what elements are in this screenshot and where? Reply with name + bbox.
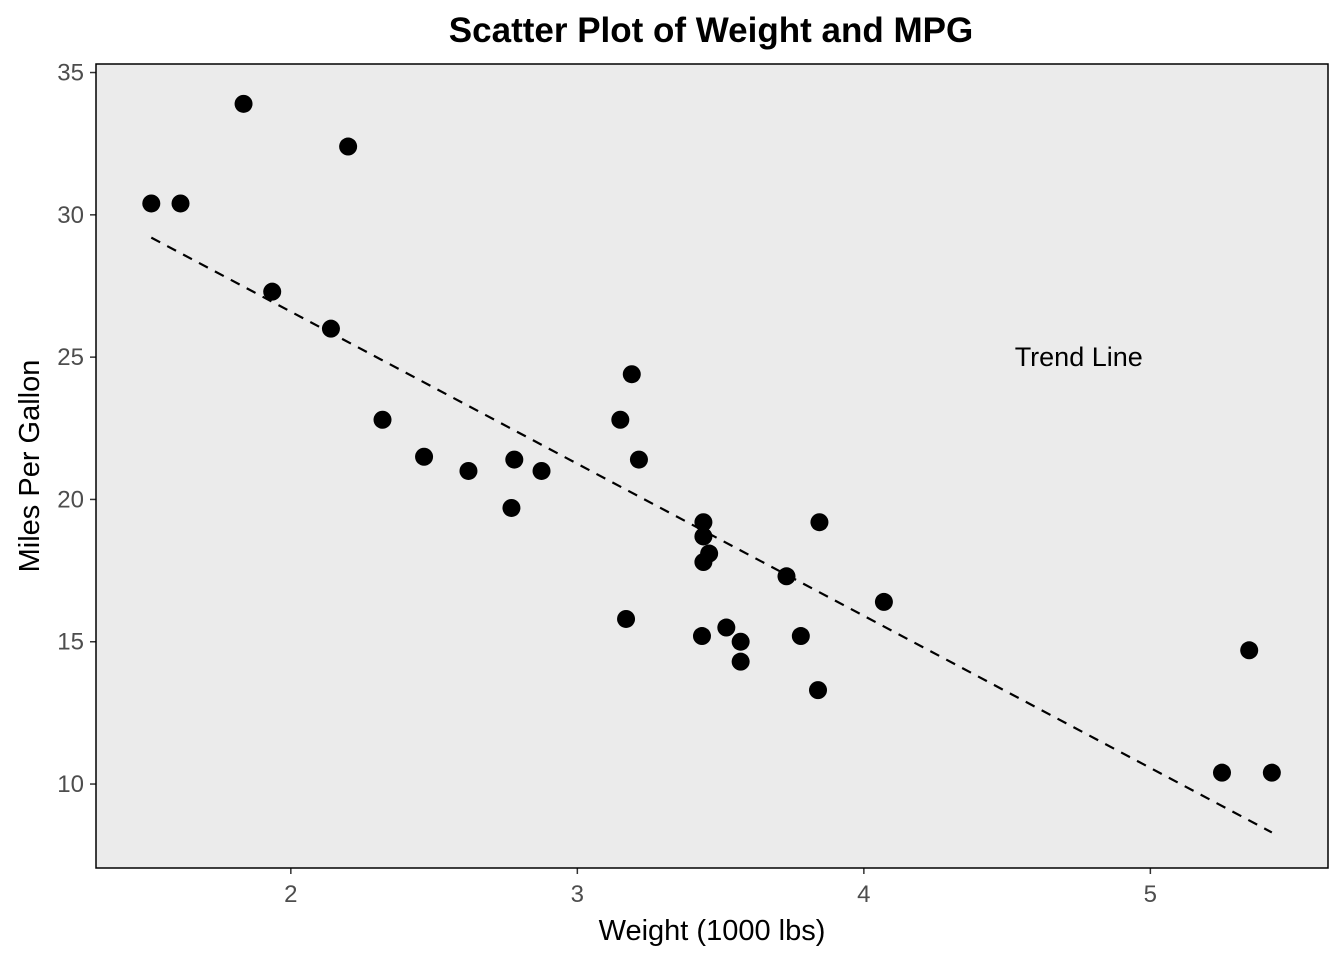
x-tick-label: 3 — [571, 881, 584, 908]
data-point — [731, 652, 750, 671]
y-tick-label: 15 — [57, 629, 84, 656]
data-point — [142, 194, 161, 213]
y-axis-title: Miles Per Gallon — [14, 360, 46, 573]
chart-title: Scatter Plot of Weight and MPG — [449, 11, 973, 50]
data-point — [874, 592, 893, 611]
x-tick-label: 5 — [1144, 881, 1157, 908]
y-tick-label: 10 — [57, 771, 84, 798]
data-point — [505, 450, 524, 469]
data-point — [694, 527, 713, 546]
x-tick-label: 2 — [284, 881, 297, 908]
y-tick-label: 25 — [57, 344, 84, 371]
data-point — [532, 461, 551, 480]
data-point — [373, 410, 392, 429]
data-point — [791, 627, 810, 646]
data-point — [692, 627, 711, 646]
data-point — [810, 513, 829, 532]
data-point — [459, 461, 478, 480]
y-tick-label: 20 — [57, 486, 84, 513]
data-point — [234, 94, 253, 113]
data-point — [171, 194, 190, 213]
data-point — [622, 365, 641, 384]
data-point — [263, 282, 282, 301]
data-point — [415, 447, 434, 466]
data-point — [1262, 763, 1281, 782]
data-point — [809, 681, 828, 700]
data-point — [321, 319, 340, 338]
x-tick-label: 4 — [857, 881, 870, 908]
data-point — [1212, 763, 1231, 782]
data-point — [502, 498, 521, 517]
data-point — [717, 618, 736, 637]
data-point — [629, 450, 648, 469]
points-layer — [142, 94, 1281, 782]
annotation-layer: Trend Line — [1015, 342, 1143, 372]
data-point — [777, 567, 796, 586]
data-point — [694, 513, 713, 532]
data-point — [700, 544, 719, 563]
axes: 2 3 4 5 10 15 20 25 30 35 — [57, 60, 1157, 908]
data-point — [617, 609, 636, 628]
plot-panel — [96, 64, 1328, 868]
x-axis-title: Weight (1000 lbs) — [599, 915, 826, 947]
y-tick-label: 30 — [57, 202, 84, 229]
data-point — [1240, 641, 1259, 660]
y-tick-label: 35 — [57, 60, 84, 87]
data-point — [731, 632, 750, 651]
data-point — [339, 137, 358, 156]
data-point — [611, 410, 630, 429]
panel-border — [95, 63, 1329, 869]
trend-line-annotation: Trend Line — [1015, 342, 1143, 372]
